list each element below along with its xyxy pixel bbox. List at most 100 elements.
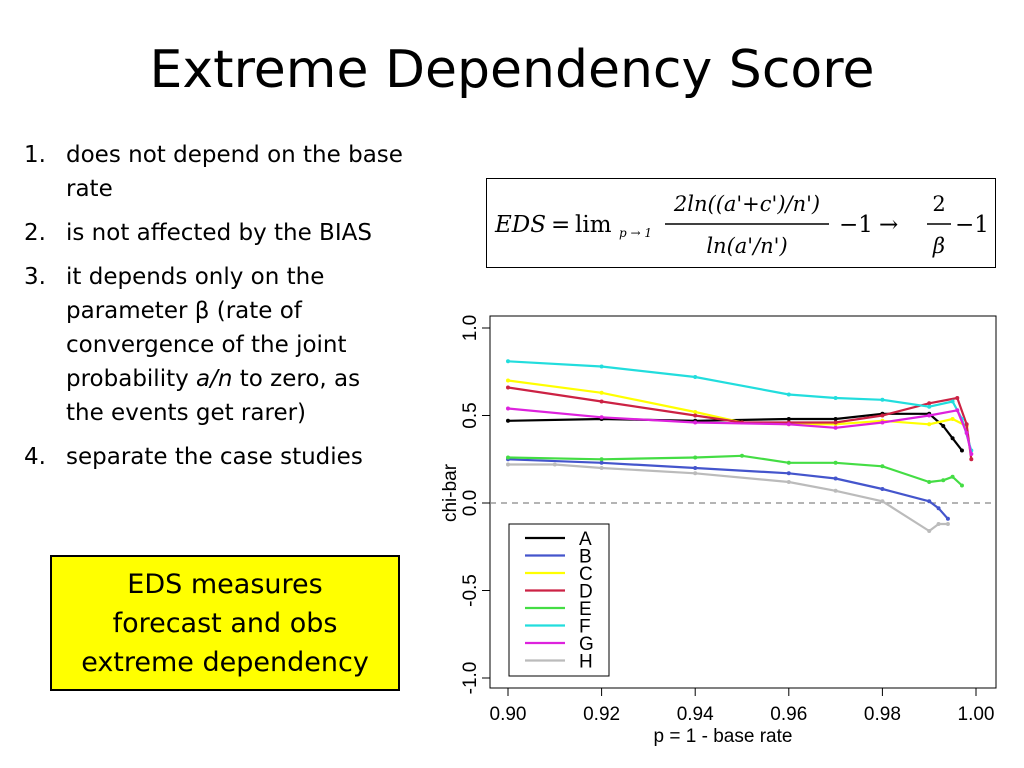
eds-callout-box: EDS measures forecast and obs extreme de… (50, 555, 400, 691)
data-point-F (880, 397, 885, 402)
bullet-item: 1. does not depend on the base rate (24, 138, 404, 206)
data-point-H (833, 488, 838, 493)
data-point-E (927, 480, 932, 484)
data-point-D (880, 413, 885, 418)
data-point-G (786, 422, 791, 427)
data-point-H (552, 462, 557, 467)
legend-label-B: B (579, 547, 592, 568)
formula-equals: = (551, 212, 570, 238)
data-point-E (880, 464, 885, 469)
data-point-G (833, 425, 838, 430)
data-point-G (969, 452, 974, 456)
data-point-A (833, 417, 838, 421)
formula-denominator: ln(a'/n') (706, 234, 787, 258)
data-point-F (927, 404, 932, 409)
bullet-item: 3. it depends only on the parameter β (ra… (24, 260, 404, 430)
bullet-item: 4. separate the case studies (24, 440, 404, 474)
data-point-E (786, 460, 791, 465)
data-point-E (950, 474, 955, 479)
data-point-A (941, 424, 946, 428)
bullet-text: to zero, as the events get rarer) (66, 366, 361, 426)
data-point-F (693, 375, 698, 379)
series-line-G (507, 407, 973, 455)
x-tick-label: 0.98 (864, 704, 901, 725)
legend-label-G: G (579, 634, 594, 655)
callout-line-2: forecast and obs (112, 608, 338, 639)
data-point-G (693, 420, 698, 425)
data-point-A (506, 418, 510, 423)
data-point-C (506, 378, 510, 383)
data-point-F (599, 364, 604, 369)
data-point-B (833, 476, 838, 481)
formula-minus-one-2: −1 (955, 212, 989, 238)
data-point-D (833, 420, 838, 425)
legend-label-F: F (579, 617, 591, 638)
data-point-E (693, 455, 698, 460)
legend-label-H: H (579, 652, 593, 673)
callout-line-3: extreme dependency (81, 647, 369, 678)
legend-label-A: A (579, 529, 592, 550)
bullet-text: separate the case studies (66, 444, 363, 470)
eds-formula: EDS = lim p → 1 2ln((a'+c')/n') ln(a'/n'… (486, 178, 996, 268)
chi-bar-line-chart: 0.90 0.92 0.94 0.96 0.98 1.00 -1.0 -0.5 0.0 0.5 1.… (440, 315, 997, 747)
x-tick-label: 0.94 (677, 704, 714, 725)
formula-lhs: EDS (494, 212, 546, 238)
data-point-G (506, 406, 510, 411)
bullet-number: 1. (24, 142, 46, 168)
formula-numerator: 2ln((a'+c')/n') (673, 192, 820, 216)
y-tick-label: -1.0 (460, 662, 481, 695)
data-point-B (693, 466, 698, 470)
data-point-H (945, 522, 950, 526)
y-tick-label: -0.5 (460, 574, 481, 607)
formula-lim: lim (575, 212, 612, 238)
data-point-G (964, 431, 969, 435)
bullet-text-italic: a/n (196, 366, 233, 392)
data-point-H (506, 462, 510, 467)
formula-beta: β (932, 234, 945, 258)
data-point-H (936, 522, 941, 526)
data-point-B (786, 471, 791, 476)
bullet-number: 2. (24, 220, 46, 246)
y-axis-label: chi-bar (440, 463, 461, 522)
data-point-G (880, 420, 885, 425)
data-point-H (880, 499, 885, 504)
data-point-B (880, 487, 885, 491)
data-point-C (927, 422, 932, 427)
data-point-A (950, 436, 955, 441)
data-point-C (950, 417, 955, 421)
data-point-F (786, 392, 791, 397)
legend-box (508, 523, 610, 677)
legend-label-C: C (579, 564, 593, 585)
data-point-G (955, 408, 960, 413)
data-point-A (786, 417, 791, 421)
data-point-B (945, 516, 950, 521)
data-point-H (599, 466, 604, 470)
formula-minus-one: −1 (839, 212, 873, 238)
data-point-D (955, 396, 960, 400)
x-tick-label: 0.96 (770, 704, 807, 725)
data-point-F (506, 359, 510, 364)
data-point-E (959, 483, 964, 488)
series-line-H (508, 463, 948, 533)
x-axis-label: p = 1 - base rate (654, 726, 793, 747)
bullet-text: does not depend on the base rate (66, 142, 403, 202)
bullet-number: 4. (24, 444, 46, 470)
data-point-F (833, 396, 838, 400)
data-point-F (950, 399, 955, 404)
bullet-text: it depends only on the parameter β (rate… (66, 264, 347, 392)
bullet-item: 2. is not affected by the BIAS (24, 216, 404, 250)
data-point-E (599, 457, 604, 462)
data-point-D (506, 385, 510, 390)
data-point-B (927, 499, 932, 504)
data-point-B (936, 506, 941, 511)
data-point-E (941, 478, 946, 483)
data-point-A (959, 448, 964, 453)
data-point-D (927, 401, 932, 406)
data-point-H (786, 480, 791, 484)
y-tick-label: 0.5 (460, 402, 481, 428)
callout-line-1: EDS measures (127, 569, 323, 600)
data-point-D (693, 413, 698, 418)
legend-label-E: E (579, 599, 592, 620)
data-point-H (693, 471, 698, 476)
formula-lim-subscript: p → 1 (619, 226, 652, 240)
